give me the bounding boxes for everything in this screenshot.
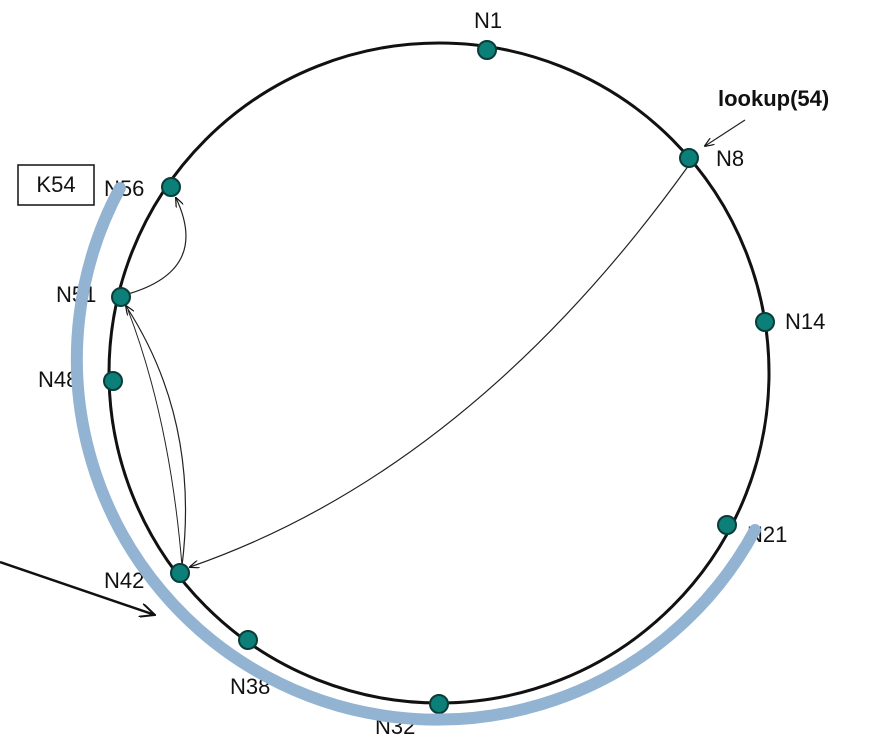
node bbox=[717, 515, 737, 535]
finger-arrow bbox=[126, 306, 187, 567]
key-box bbox=[17, 164, 95, 206]
successor-arrow bbox=[127, 198, 187, 295]
node bbox=[170, 563, 190, 583]
highlight-arc bbox=[70, 182, 761, 726]
lookup-label: lookup(54) bbox=[718, 86, 829, 111]
node bbox=[161, 177, 181, 197]
node-label: N8 bbox=[716, 146, 744, 171]
lookup-arrow bbox=[705, 119, 746, 146]
node bbox=[429, 694, 449, 714]
node bbox=[477, 40, 497, 60]
node bbox=[755, 312, 775, 332]
node-label: N1 bbox=[474, 8, 502, 33]
node-label: N42 bbox=[104, 568, 144, 593]
pointer-arrow bbox=[0, 560, 155, 615]
ring bbox=[107, 41, 771, 705]
finger-arrow bbox=[127, 309, 183, 567]
node bbox=[103, 371, 123, 391]
node bbox=[238, 630, 258, 650]
node bbox=[679, 148, 699, 168]
node-label: N14 bbox=[785, 309, 825, 334]
finger-arrow bbox=[190, 164, 690, 567]
key-label: K54 bbox=[36, 172, 75, 197]
node bbox=[111, 287, 131, 307]
